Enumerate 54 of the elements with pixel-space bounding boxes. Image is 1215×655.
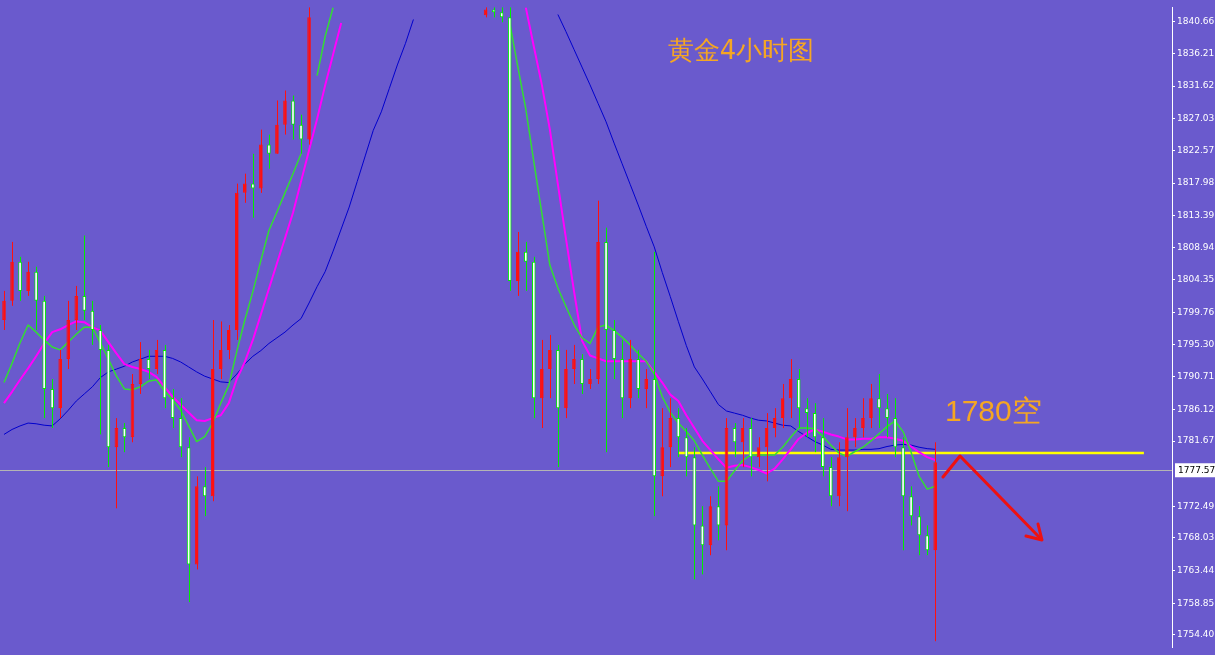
candlestick (885, 393, 889, 438)
candlestick (523, 241, 528, 292)
y-tick-label: 1831.62 (1177, 80, 1215, 91)
candlestick (853, 417, 857, 448)
y-tick-label: 1808.94 (1177, 241, 1215, 252)
text: 黄金4小时图 (667, 34, 815, 65)
candlestick (82, 234, 87, 321)
y-tick-label: 1799.76 (1177, 306, 1215, 317)
candlestick (251, 153, 255, 219)
y-tick-label: 1804.35 (1177, 274, 1215, 285)
candlestick (644, 368, 649, 409)
y-tick-label: 1836.21 (1177, 47, 1215, 58)
y-tick-label: 1790.71 (1177, 371, 1215, 382)
candlestick (26, 261, 30, 297)
y-tick-label: 1822.57 (1177, 144, 1215, 155)
y-tick-label: 1817.98 (1177, 177, 1215, 188)
candlestick (869, 383, 873, 429)
candlestick (877, 373, 881, 429)
annotation: 1780空 (945, 394, 1042, 428)
y-tick-label: 1758.85 (1177, 597, 1215, 608)
y-tick-label: 1772.49 (1177, 500, 1215, 511)
candlestick (291, 95, 295, 141)
candlestick (243, 173, 247, 204)
candlestick (267, 134, 271, 170)
candlestick (861, 397, 865, 438)
candlestick (2, 290, 6, 331)
candlestick (588, 368, 592, 390)
candlestick (804, 397, 809, 438)
candlestick (226, 324, 231, 360)
candlestick (50, 378, 54, 429)
y-tick-label: 1827.03 (1177, 113, 1215, 124)
candlestick (548, 334, 552, 399)
candlestick (845, 407, 849, 512)
candlestick (202, 466, 207, 517)
candlestick (788, 358, 793, 419)
y-tick-label: 1763.44 (1177, 564, 1215, 575)
y-tick-label: 1813.39 (1177, 210, 1215, 220)
candlestick (218, 320, 223, 380)
y-tick-label: 1781.67 (1177, 435, 1215, 446)
candlestick (572, 344, 576, 385)
y-tick-label: 1795.30 (1177, 338, 1215, 349)
ref-line-label: 1777.57 (1178, 464, 1215, 475)
candlestick (812, 402, 817, 453)
candlestick (283, 90, 287, 136)
candlestick (925, 524, 929, 556)
y-tick-label: 1786.12 (1177, 403, 1215, 414)
y-tick-label: 1840.66 (1177, 16, 1215, 27)
candlestick (299, 114, 303, 155)
candlestick (74, 285, 79, 331)
y-tick-label: 1768.03 (1177, 532, 1215, 543)
y-tick-label: 1754.40 (1177, 629, 1215, 640)
candlestick (580, 353, 584, 395)
candlestick (909, 485, 913, 526)
candlestick (917, 505, 921, 556)
